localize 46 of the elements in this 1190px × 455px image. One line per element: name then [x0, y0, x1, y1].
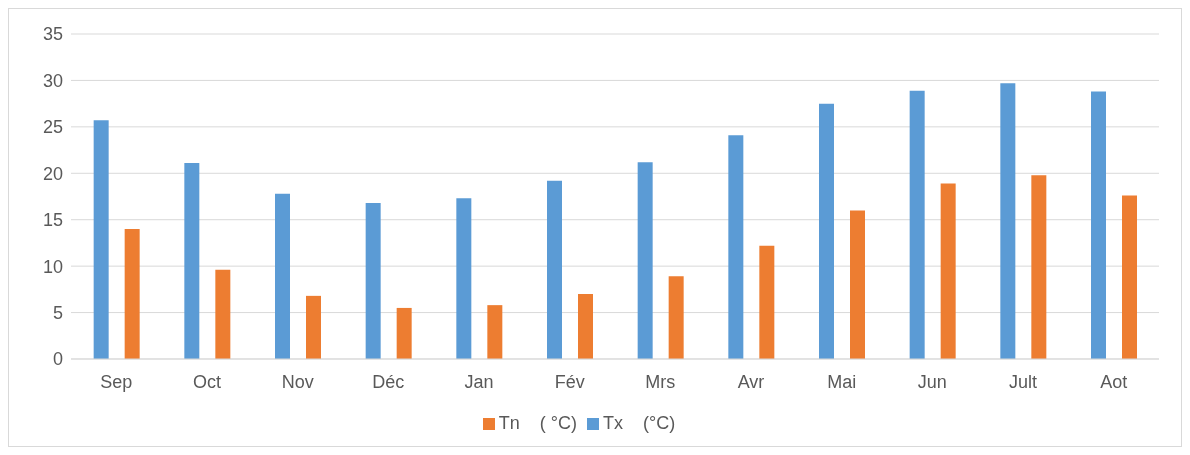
y-tick-label: 10 — [42, 256, 63, 277]
x-tick-label: Mrs — [645, 371, 676, 392]
bar — [93, 120, 109, 359]
bar — [306, 295, 321, 359]
bar — [275, 193, 290, 359]
x-tick-label: Fév — [554, 371, 585, 392]
bar — [578, 294, 593, 359]
legend-label: Tx (°C) — [603, 413, 676, 433]
bar — [396, 307, 412, 359]
bar — [850, 210, 865, 359]
x-tick-label: Jan — [464, 371, 494, 392]
y-tick-label: 5 — [52, 302, 63, 323]
legend-label: Tn ( °C) — [498, 413, 577, 433]
x-tick-label: Jun — [917, 371, 947, 392]
bar — [487, 305, 503, 359]
bar — [547, 180, 562, 359]
y-tick-label: 25 — [42, 117, 63, 138]
y-tick-label: 20 — [42, 163, 63, 184]
bar — [365, 203, 381, 359]
x-tick-label: Oct — [192, 371, 222, 392]
x-tick-label: Déc — [372, 371, 405, 392]
bar — [909, 90, 925, 359]
bar — [184, 163, 200, 359]
bar — [1091, 91, 1106, 359]
x-tick-label: Sep — [100, 371, 133, 392]
x-tick-label: Jult — [1008, 371, 1038, 392]
bar — [728, 135, 744, 359]
bar — [456, 198, 472, 359]
y-tick-label: 35 — [42, 24, 63, 45]
x-tick-label: Mai — [827, 371, 857, 392]
bar — [1031, 175, 1047, 359]
x-tick-label: Aot — [1100, 371, 1128, 392]
bar — [668, 276, 684, 359]
bar — [940, 183, 956, 359]
x-tick-label: Nov — [281, 371, 314, 392]
bar — [637, 162, 653, 359]
bar — [215, 269, 231, 359]
y-tick-label: 15 — [42, 210, 63, 231]
bar — [124, 229, 140, 359]
x-tick-label: Avr — [737, 371, 765, 392]
bar — [1122, 195, 1137, 359]
y-tick-label: 30 — [42, 70, 63, 91]
bar — [819, 103, 834, 359]
bar — [759, 245, 775, 359]
y-tick-label: 0 — [52, 349, 63, 370]
bar — [1000, 83, 1016, 359]
